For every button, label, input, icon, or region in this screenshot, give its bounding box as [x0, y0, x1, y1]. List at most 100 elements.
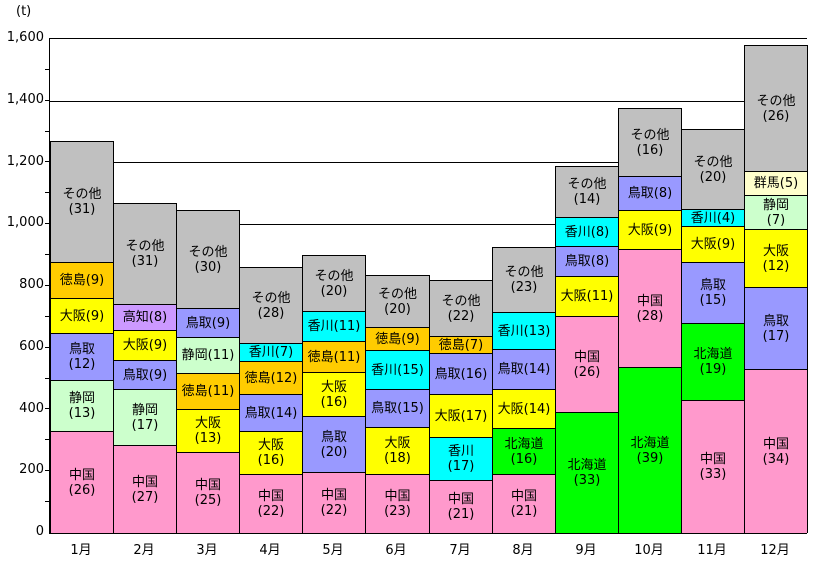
x-axis-month-label: 10月: [634, 543, 664, 558]
bar-segment-鳥取: 鳥取(14): [492, 349, 556, 389]
bar-segment-大阪: 大阪 (18): [365, 427, 430, 474]
bar-segment-その他: その他 (31): [50, 141, 114, 262]
segment-label: 鳥取(16): [434, 366, 488, 382]
segment-label: 北海道 (16): [504, 436, 544, 467]
y-axis-tick-label: 1,600: [6, 30, 44, 45]
segment-label: 鳥取(14): [497, 362, 551, 377]
bar-segment-群馬: 群馬(5): [744, 171, 808, 195]
gridline: [50, 101, 807, 102]
segment-label: 鳥取 (20): [320, 429, 348, 460]
bar-segment-中国: 中国 (23): [365, 474, 430, 533]
bar-column-8月: 中国 (21) 北海道 (16) 大阪(14) 鳥取(14) 香川(13) その他 (23): [492, 39, 556, 533]
bar-segment-中国: 中国 (28): [618, 249, 682, 367]
segment-label: 中国 (27): [131, 474, 159, 505]
segment-label: 鳥取(14): [244, 405, 298, 421]
segment-label: 香川(4): [690, 210, 736, 226]
segment-label: 中国 (34): [762, 436, 790, 467]
segment-label: 中国 (28): [636, 293, 664, 324]
segment-label: 中国 (21): [510, 489, 538, 519]
segment-label: 徳島(7): [438, 337, 484, 353]
x-axis-month-label: 8月: [512, 543, 534, 558]
bar-segment-その他: その他 (20): [365, 275, 430, 327]
bar-column-3月: 中国 (25) 大阪 (13) 徳島(11) 静岡(11) 鳥取(9) その他 (30): [176, 39, 240, 533]
bar-segment-静岡: 静岡(11): [176, 337, 240, 373]
bar-segment-中国: 中国 (22): [302, 472, 366, 533]
x-axis-month-label: 2月: [133, 543, 155, 558]
x-axis-month-label: 3月: [196, 543, 218, 558]
segment-label: 鳥取 (12): [68, 342, 96, 372]
y-axis-minor-tick: [45, 192, 49, 193]
plot-area: 中国 (26) 静岡 (13) 鳥取 (12) 大阪(9) 徳島(9) その他 (31) 中国 (27…: [49, 38, 808, 534]
segment-label: 鳥取(9): [185, 315, 231, 331]
bar-segment-徳島: 徳島(12): [239, 361, 303, 394]
segment-label: 大阪 (18): [384, 436, 411, 466]
y-axis-minor-tick: [45, 439, 49, 440]
bar-column-11月: 中国 (33) 北海道 (19) 鳥取 (15) 大阪(9) 香川(4) その他 (20): [681, 39, 745, 533]
y-axis-tick-label: 1,400: [6, 91, 44, 107]
y-axis-minor-tick: [45, 100, 49, 101]
y-axis-minor-tick: [45, 285, 49, 286]
bar-segment-大阪: 大阪 (16): [302, 372, 366, 416]
segment-label: 大阪 (16): [320, 379, 348, 410]
segment-label: 香川 (17): [447, 444, 475, 474]
bar-segment-徳島: 徳島(9): [365, 327, 430, 350]
segment-label: 鳥取(15): [371, 401, 424, 416]
bar-segment-徳島: 徳島(7): [429, 336, 493, 353]
segment-label: 香川(15): [371, 362, 424, 378]
bar-segment-その他: その他 (31): [113, 203, 177, 304]
segment-label: 鳥取(9): [122, 367, 168, 383]
bar-segment-その他: その他 (22): [429, 280, 493, 336]
bar-segment-大阪: 大阪(9): [50, 298, 114, 333]
segment-label: その他 (14): [567, 177, 607, 207]
bar-segment-中国: 中国 (34): [744, 369, 808, 533]
segment-label: 大阪 (13): [194, 416, 222, 446]
y-axis-minor-tick: [45, 408, 49, 409]
bar-segment-高知: 高知(8): [113, 304, 177, 330]
segment-label: その他 (30): [188, 244, 228, 275]
bar-segment-その他: その他 (20): [302, 255, 366, 311]
y-axis-minor-tick: [45, 69, 49, 70]
bar-segment-中国: 中国 (25): [176, 452, 240, 533]
bar-segment-徳島: 徳島(9): [50, 262, 114, 298]
y-axis-minor-tick: [45, 501, 49, 502]
segment-label: 北海道 (19): [693, 347, 733, 377]
y-axis-unit-label: (t): [16, 4, 32, 19]
bar-segment-その他: その他 (20): [681, 129, 745, 209]
segment-label: 中国 (22): [257, 489, 285, 519]
bar-column-9月: 北海道 (33) 中国 (26) 大阪(11) 鳥取(8) 香川(8) その他 (14): [555, 39, 619, 533]
segment-label: 大阪 (16): [257, 438, 285, 468]
y-axis-minor-tick: [45, 470, 49, 471]
bar-segment-鳥取: 鳥取(8): [555, 246, 619, 276]
bar-segment-北海道: 北海道 (16): [492, 428, 556, 474]
segment-label: 徳島(9): [59, 273, 105, 288]
segment-label: 中国 (22): [320, 488, 348, 518]
bar-segment-静岡: 静岡 (17): [113, 389, 177, 445]
bar-segment-中国: 中国 (33): [681, 400, 745, 533]
bar-segment-大阪: 大阪(9): [681, 226, 745, 262]
bar-column-2月: 中国 (27) 静岡 (17) 鳥取(9) 大阪(9) 高知(8) その他 (31): [113, 39, 177, 533]
segment-label: その他 (31): [125, 239, 165, 269]
segment-label: その他 (22): [441, 293, 481, 324]
segment-label: その他 (31): [62, 187, 102, 217]
segment-label: 北海道 (39): [630, 435, 670, 466]
segment-label: 香川(7): [248, 345, 294, 360]
bar-segment-鳥取: 鳥取(14): [239, 394, 303, 431]
segment-label: 香川(11): [307, 319, 361, 334]
y-axis-tick-label: 600: [19, 338, 44, 354]
segment-label: 静岡 (7): [762, 197, 789, 228]
bar-segment-香川: 香川(13): [492, 312, 556, 349]
bar-segment-中国: 中国 (27): [113, 445, 177, 533]
segment-label: 大阪(14): [497, 401, 551, 417]
segment-label: 中国 (21): [447, 492, 475, 522]
segment-label: 鳥取(8): [564, 254, 610, 269]
bar-segment-その他: その他 (14): [555, 166, 619, 217]
segment-label: 静岡 (17): [131, 402, 159, 433]
segment-label: 徳島(11): [181, 384, 235, 399]
segment-label: 徳島(11): [307, 349, 361, 365]
bar-segment-その他: その他 (30): [176, 210, 240, 308]
y-axis-tick-label: 800: [19, 277, 44, 292]
x-axis-month-label: 5月: [322, 543, 344, 558]
segment-label: 北海道 (33): [567, 458, 607, 488]
bar-segment-中国: 中国 (26): [50, 431, 114, 533]
bar-segment-大阪: 大阪(11): [555, 276, 619, 316]
